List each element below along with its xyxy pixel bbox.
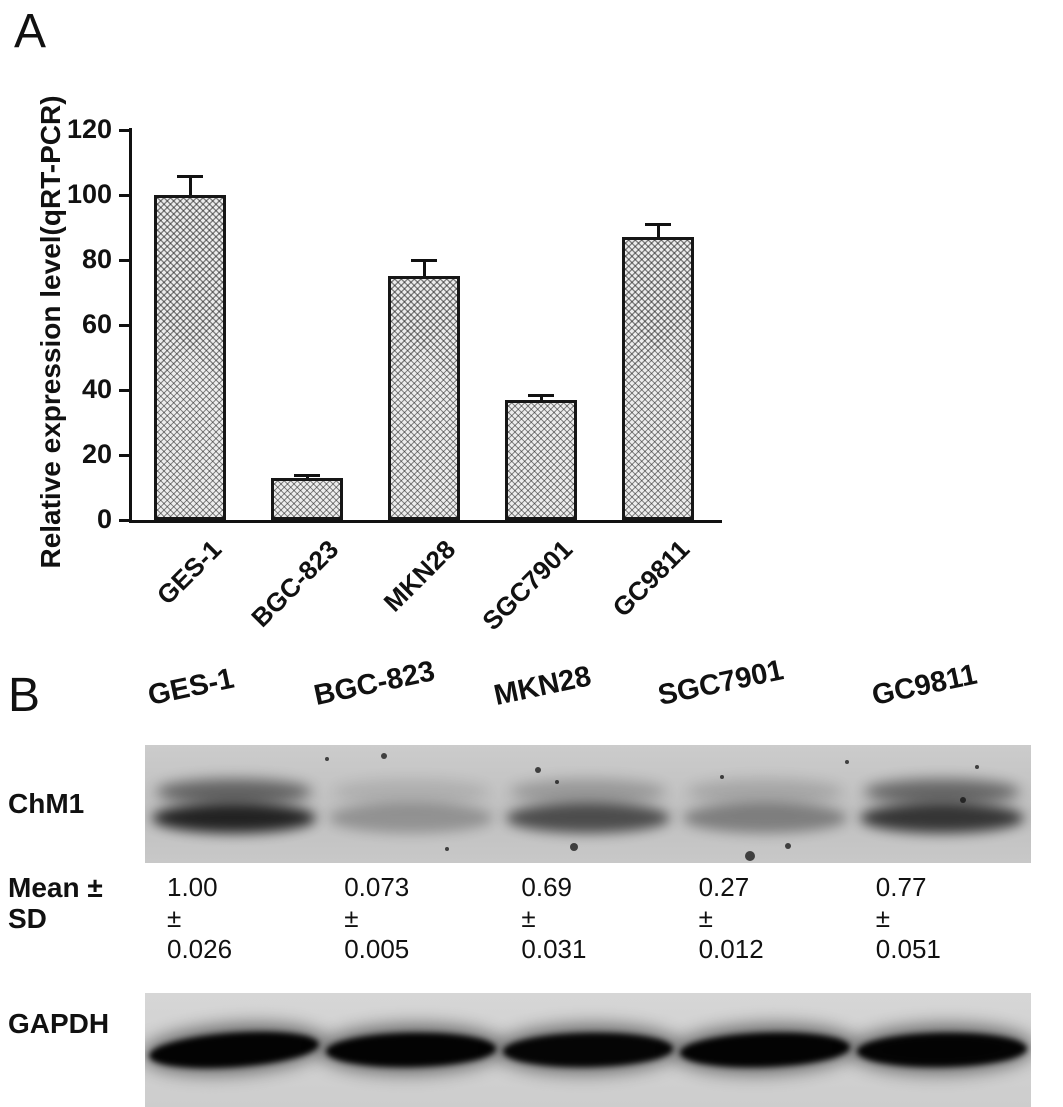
y-tick-label: 120: [66, 114, 112, 144]
speckle: [975, 765, 979, 769]
chm1-band-lower: [506, 803, 670, 833]
speckle: [535, 767, 541, 773]
x-tick-label: GC9811: [606, 534, 696, 623]
speckle: [325, 757, 329, 761]
error-bar-cap: [411, 259, 437, 262]
chm1-band-lower: [683, 803, 848, 833]
error-bar-cap: [528, 393, 554, 397]
speckle: [960, 797, 966, 803]
mean-value: 0.073 ±: [344, 872, 410, 933]
chm1-band-upper: [510, 779, 666, 805]
panel-b-label: B: [8, 669, 41, 722]
chm1-band-lower: [860, 803, 1025, 833]
bar-GES-1: [154, 195, 226, 520]
bar-GC9811: [622, 237, 694, 520]
y-tick-label: 0: [96, 504, 112, 534]
x-tick-label: BGC-823: [245, 534, 345, 633]
mean-sd-value: 0.69 ±0.031: [521, 872, 586, 965]
y-tick-label: 60: [81, 309, 112, 339]
bar-chart: 0 20 40 60 80 100 120 GES-1 BGC-823 MKN28 SGC7901 G…: [66, 114, 722, 636]
panel-a-label: A: [14, 5, 47, 58]
x-axis-line: [129, 520, 722, 523]
speckle: [555, 780, 559, 784]
mean-value: 1.00 ±: [167, 872, 218, 933]
chm1-band-upper: [155, 779, 312, 805]
bar-SGC7901: [505, 399, 577, 520]
error-bar-line: [188, 175, 192, 203]
speckle: [445, 847, 449, 851]
lane-header-MKN28: MKN28: [491, 660, 594, 713]
mean-sd-value: 0.77 ±0.051: [876, 872, 941, 965]
gapdh-row-label: GAPDH: [8, 1008, 110, 1039]
y-tick-label: 80: [81, 244, 112, 274]
y-tick-mark: [119, 519, 129, 522]
y-tick-mark: [119, 259, 129, 262]
y-tick-mark: [119, 454, 129, 457]
chm1-band-upper: [687, 779, 844, 805]
error-bar-line: [656, 224, 660, 246]
chm1-row-label: ChM1: [8, 788, 85, 819]
mean-label-line2: SD: [8, 903, 47, 934]
sd-value: 0.005: [344, 934, 410, 964]
speckle: [720, 775, 724, 779]
y-tick-label: 100: [66, 179, 112, 209]
lane-header-SGC7901: SGC7901: [655, 654, 787, 713]
chm1-band-upper: [332, 779, 489, 805]
y-tick-mark: [119, 324, 129, 327]
gapdh-blot-image: [145, 993, 1031, 1107]
y-axis-line: [129, 128, 132, 522]
mean-value: 0.27 ±: [698, 872, 750, 933]
sd-value: 0.051: [875, 934, 941, 964]
sd-value: 0.012: [698, 934, 764, 964]
mean-label-line1: Mean ±: [8, 872, 103, 903]
chm1-band-upper: [864, 779, 1021, 805]
speckle: [845, 760, 849, 764]
lane-header-GC9811: GC9811: [869, 658, 980, 713]
chm1-band-lower: [328, 803, 493, 833]
mean-sd-row-label: Mean ± SD: [8, 872, 103, 934]
error-bar-cap: [294, 474, 320, 478]
lane-header-BGC-823: BGC-823: [311, 655, 438, 713]
sd-value: 0.026: [167, 934, 233, 964]
y-tick-mark: [119, 129, 129, 132]
sd-value: 0.031: [521, 934, 587, 964]
bar-MKN28: [388, 276, 460, 520]
speckle: [745, 851, 755, 861]
y-tick-label: 20: [81, 439, 112, 469]
y-tick-mark: [119, 389, 129, 392]
chm1-blot-image: [145, 745, 1031, 863]
mean-sd-value: 1.00 ±0.026: [167, 872, 232, 965]
y-tick-mark: [119, 194, 129, 197]
x-tick-label: SGC7901: [476, 534, 579, 636]
mean-sd-value: 0.27 ±0.012: [699, 872, 764, 965]
error-bar-cap: [177, 174, 203, 178]
x-tick-label: MKN28: [377, 534, 462, 618]
speckle: [381, 753, 387, 759]
mean-value: 0.69 ±: [521, 872, 572, 933]
lane-header-GES-1: GES-1: [145, 662, 237, 713]
chm1-band-lower: [151, 803, 316, 833]
x-tick-label: GES-1: [150, 534, 228, 611]
speckle: [785, 843, 791, 849]
mean-value: 0.77 ±: [875, 872, 927, 933]
error-bar-line: [422, 260, 426, 285]
error-bar-cap: [645, 223, 671, 227]
mean-sd-value: 0.073 ±0.005: [344, 872, 409, 965]
y-tick-label: 40: [81, 374, 112, 404]
speckle: [570, 843, 578, 851]
bar-BGC-823: [271, 477, 343, 520]
